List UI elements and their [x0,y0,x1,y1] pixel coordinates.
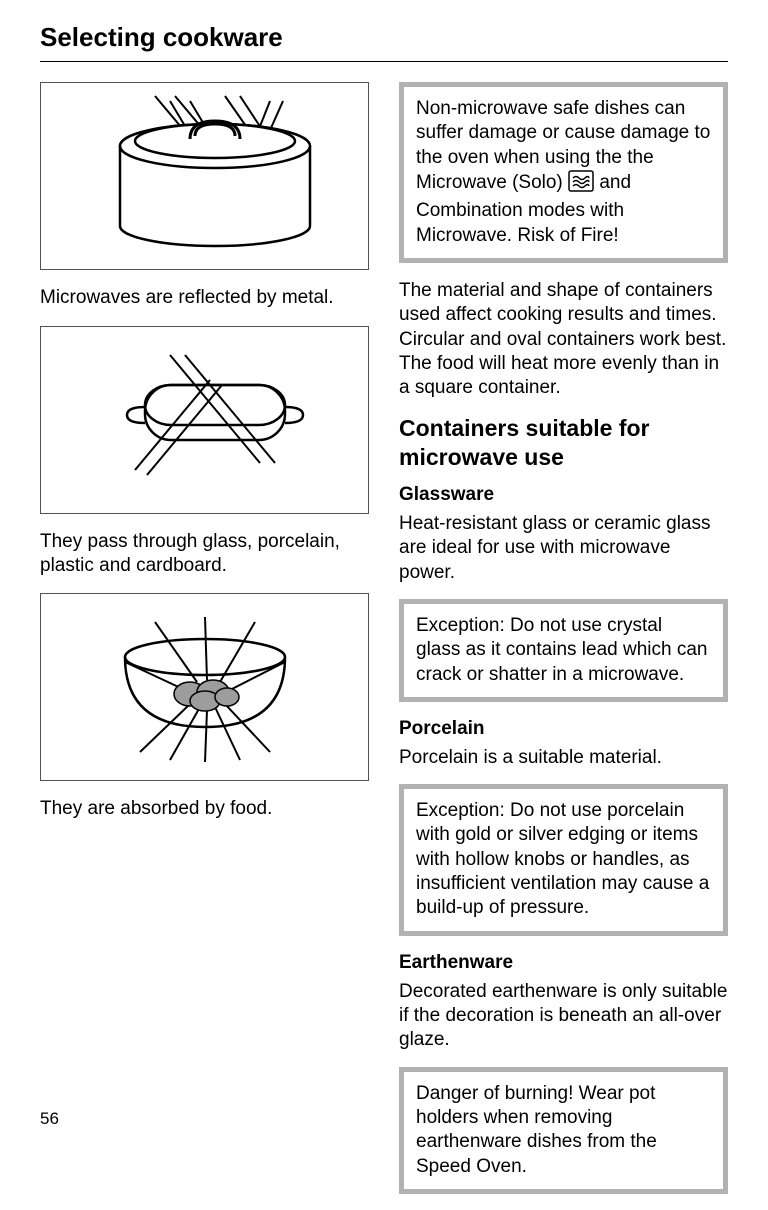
warning-crystal: Exception: Do not use crystal glass as i… [399,599,728,702]
heading-containers: Containers suitable for microwave use [399,414,728,472]
two-column-layout: Microwaves are reflected by metal. [40,82,728,1210]
page-title: Selecting cookware [40,22,728,53]
warning-text-a: Non-microwave safe dishes can suffer dam… [416,98,710,193]
metal-pot-icon [55,91,355,261]
food-bowl-icon [55,602,355,772]
caption-metal: Microwaves are reflected by metal. [40,286,369,310]
warning-earthenware: Danger of burning! Wear pot holders when… [399,1067,728,1194]
microwave-symbol-icon [568,170,594,199]
right-column: Non-microwave safe dishes can suffer dam… [399,82,728,1210]
caption-food: They are absorbed by food. [40,797,369,821]
warning-porcelain: Exception: Do not use porcelain with gol… [399,784,728,936]
title-rule [40,61,728,62]
caption-glass: They pass through glass, porcelain, plas… [40,530,369,578]
paragraph-porcelain: Porcelain is a suitable material. [399,746,728,770]
heading-porcelain: Porcelain [399,718,728,740]
left-column: Microwaves are reflected by metal. [40,82,369,1210]
paragraph-shape: The material and shape of containers use… [399,279,728,401]
paragraph-earthenware: Decorated earthenware is only suitable i… [399,980,728,1053]
figure-metal-pot [40,82,369,270]
glass-dish-icon [55,335,355,505]
page-number: 56 [40,1109,59,1129]
heading-glassware: Glassware [399,484,728,506]
figure-glass-dish [40,326,369,514]
figure-food-bowl [40,593,369,781]
heading-earthenware: Earthenware [399,952,728,974]
paragraph-glassware: Heat-resistant glass or ceramic glass ar… [399,512,728,585]
warning-nonmicrowave: Non-microwave safe dishes can suffer dam… [399,82,728,263]
